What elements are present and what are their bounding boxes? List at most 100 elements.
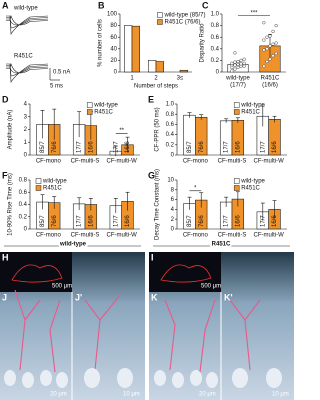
y-tick-label: 0	[171, 153, 175, 159]
n-label: 76/6	[52, 141, 58, 153]
y-tick-label: 40	[110, 46, 117, 52]
n-label: 16/6	[125, 215, 131, 227]
x-tick-label: CF-multi-S	[71, 159, 100, 165]
data-point	[233, 60, 237, 64]
data-point	[233, 67, 237, 71]
data-point	[239, 62, 243, 66]
data-point	[271, 29, 275, 34]
n-label: 16/6	[88, 141, 94, 153]
n-label: 76/6	[199, 215, 205, 227]
y-tick-label: 0.4	[211, 46, 220, 52]
y-tick-label: 0	[171, 227, 175, 233]
n-label: 16/6	[125, 141, 131, 153]
data-point	[236, 59, 240, 64]
panel-label: E	[148, 94, 154, 104]
y-tick-label: 0.6	[166, 122, 175, 128]
y-tick-label: 0.4	[19, 202, 28, 208]
scale-label: 5 ms	[50, 84, 63, 90]
y-tick-label: 0.2	[211, 58, 220, 64]
data-point	[239, 58, 243, 63]
data-point	[236, 62, 240, 67]
n-label: 85/7	[40, 215, 46, 227]
significance: **	[119, 128, 124, 134]
y-tick-label: 10	[167, 178, 174, 184]
scale-bar-label: 10 μm	[272, 392, 289, 398]
data-point	[230, 65, 234, 70]
bar	[131, 25, 140, 73]
x-tick-label: CF-multi-W	[254, 159, 285, 165]
n-label: 17/7	[260, 215, 266, 227]
data-point	[274, 41, 278, 45]
inset	[149, 252, 221, 292]
legend-swatch	[86, 102, 93, 108]
y-tick-label: 0.6	[211, 35, 220, 41]
x-tick-label: CF-multi-W	[107, 159, 138, 165]
trace-label: R451C	[14, 54, 33, 60]
legend-swatch	[233, 185, 240, 191]
x-tick-label: R451C	[261, 76, 280, 82]
scale-bar-label: 20 μm	[50, 392, 67, 398]
x-tick-label: CF-multi-W	[254, 233, 285, 239]
legend-label: R451C	[43, 186, 62, 192]
image-panel-label: J	[2, 292, 7, 302]
n-label: 85/7	[187, 215, 193, 227]
legend-label: wild-type	[240, 179, 265, 185]
x-tick-label: 1	[130, 76, 134, 82]
n-label: 17/7	[224, 215, 230, 227]
x-axis-label: Number of steps	[134, 84, 178, 90]
legend-label: R451C (76/6)	[164, 20, 200, 26]
cell-bodies	[4, 368, 282, 388]
scale-bar-label: 20 μm	[199, 392, 216, 398]
data-point	[271, 42, 275, 46]
y-axis-label: CF-PPR (50 ms)	[155, 107, 161, 151]
y-tick-label: 0.2	[166, 142, 175, 148]
y-tick-label: 0.8	[166, 112, 175, 118]
n-label: 85/7	[187, 141, 193, 153]
y-tick-label: 2	[171, 217, 175, 223]
y-axis-label: % number of cells	[98, 19, 104, 67]
n-label: 17/7	[77, 215, 83, 227]
scale-label: 0.5 nA	[53, 70, 70, 76]
bar	[148, 60, 157, 73]
legend-swatch	[157, 19, 163, 25]
inset-outline	[160, 264, 212, 283]
x-tick-label: CF-multi-S	[71, 233, 100, 239]
y-tick-label: 6	[171, 197, 175, 203]
image-panel-label: K	[151, 292, 158, 302]
y-axis-label: 10-90% Rise Time (ms)	[8, 173, 14, 236]
trace	[6, 15, 49, 35]
y-tick-label: 80	[110, 23, 117, 29]
n-label: 17/7	[77, 141, 83, 153]
trace	[6, 65, 49, 77]
data-point	[265, 47, 269, 51]
n-label: 16/6	[88, 215, 94, 227]
image-panel-label: K'	[224, 292, 233, 302]
legend-swatch	[35, 178, 42, 184]
data-point	[236, 65, 240, 70]
x-tick-label: 2	[154, 76, 158, 82]
trace-label: wild-type	[13, 6, 38, 12]
panel-label: C	[202, 0, 209, 10]
x-tick-note: (17/7)	[230, 83, 246, 89]
y-tick-label: 0.8	[19, 178, 28, 184]
panel-label: B	[98, 0, 105, 10]
n-label: 16/6	[235, 141, 241, 153]
y-tick-label: 0	[114, 70, 118, 76]
data-point	[268, 34, 272, 38]
legend-swatch	[157, 12, 163, 18]
legend-label: R451C	[94, 110, 113, 116]
trace	[6, 63, 49, 83]
data-point	[262, 64, 266, 68]
data-point	[262, 38, 266, 42]
image-panel-label: I	[151, 252, 154, 262]
legend-swatch	[86, 109, 93, 115]
x-tick-label: wild-type	[225, 76, 250, 82]
legend-label: wild-type	[93, 103, 118, 109]
y-tick-label: 0.4	[166, 132, 175, 138]
image-panel-label: H	[2, 252, 9, 262]
significance: *	[194, 185, 197, 191]
y-axis-label: Decay Time Constant (ms)	[155, 169, 161, 240]
n-label: 85/7	[40, 141, 46, 153]
legend-swatch	[233, 102, 240, 108]
